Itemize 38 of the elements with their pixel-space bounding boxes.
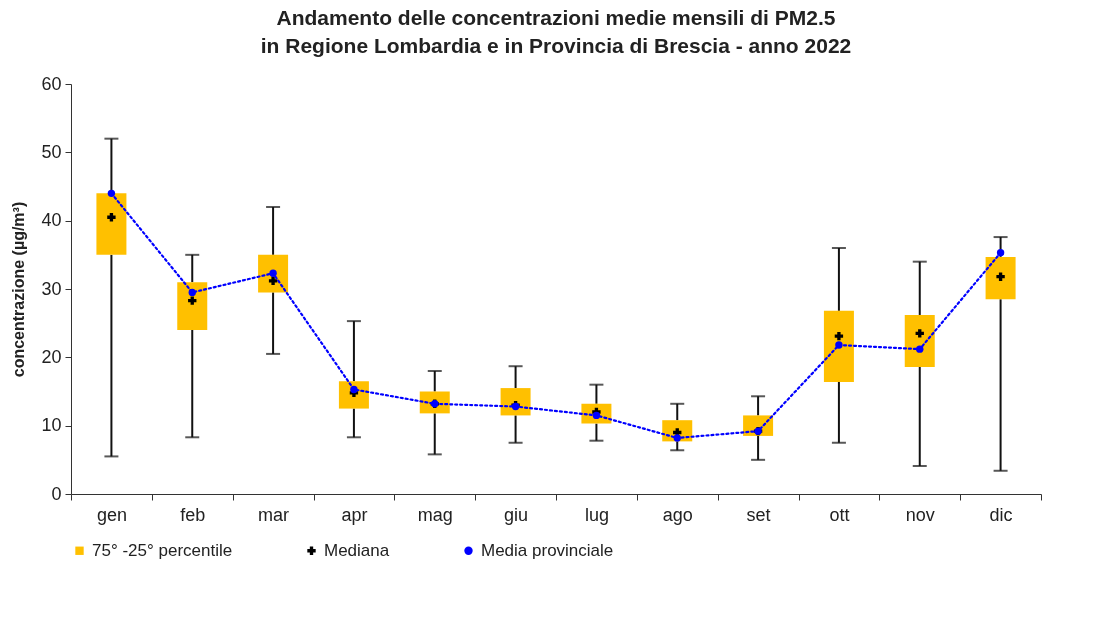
x-tick-label: feb xyxy=(180,504,206,525)
point xyxy=(269,269,277,277)
point xyxy=(107,213,116,222)
point xyxy=(350,385,358,394)
point xyxy=(835,341,843,349)
y-tick-label: 20 xyxy=(41,346,62,367)
x-tick-label: nov xyxy=(905,504,935,525)
x-tick-label: mar xyxy=(258,504,290,525)
y-axis-title: concentrazione (µg/m³) xyxy=(10,201,28,378)
point xyxy=(673,434,681,442)
x-tick-label: lug xyxy=(584,504,609,525)
x-tick-label: mag xyxy=(417,504,453,525)
y-tick-label: 10 xyxy=(41,415,62,436)
y-tick-label: 60 xyxy=(41,73,62,94)
point xyxy=(834,331,844,341)
x-tick-label: set xyxy=(746,504,771,525)
x-tick-label: apr xyxy=(341,504,368,525)
point xyxy=(996,249,1005,257)
point xyxy=(915,329,924,338)
y-tick-label: 50 xyxy=(41,141,62,162)
legend-label: Media provinciale xyxy=(481,540,614,560)
chart-title: Andamento delle concentrazioni medie mensili di PM2.5 in Regione Lombardia e in Provincia di Brescia - anno 2022 xyxy=(260,6,852,57)
x-tick-label: dic xyxy=(989,504,1013,525)
x-tick-label: gen xyxy=(96,504,127,525)
point xyxy=(916,345,924,353)
y-tick-label: 0 xyxy=(51,483,62,504)
point xyxy=(188,288,196,297)
x-tick-label: ago xyxy=(662,504,693,525)
x-tick-label: ott xyxy=(829,504,850,525)
point xyxy=(996,272,1005,281)
legend-label: 75° -25° percentile xyxy=(92,540,233,560)
point xyxy=(188,296,197,305)
point xyxy=(268,276,278,285)
point xyxy=(107,189,116,198)
y-tick-label: 40 xyxy=(41,210,62,231)
legend-label: Mediana xyxy=(324,540,390,560)
y-tick-label: 30 xyxy=(41,278,62,299)
x-tick-label: giu xyxy=(504,504,529,525)
